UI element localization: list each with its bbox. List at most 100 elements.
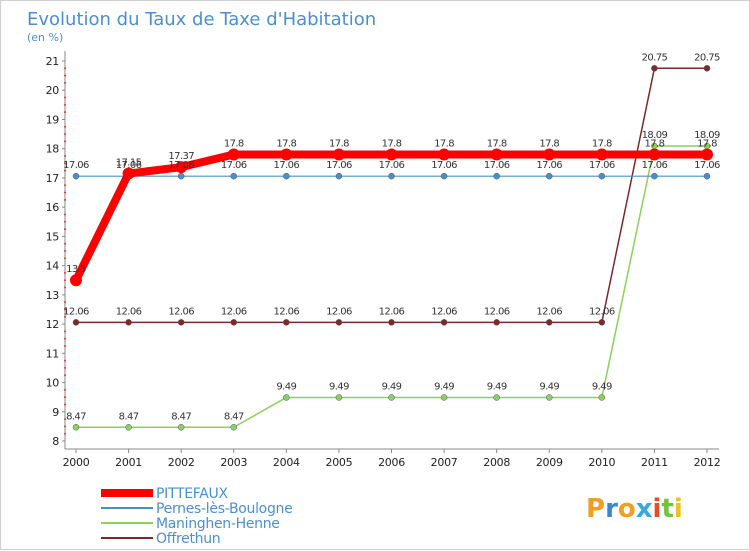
data-label: 17.06 (694, 160, 720, 171)
y-tick-label: 8 (52, 435, 59, 448)
data-label: 17.8 (434, 139, 454, 150)
data-point (490, 148, 503, 161)
data-label: 9.49 (592, 381, 612, 392)
y-minor-tick (64, 286, 66, 289)
y-minor-tick (64, 279, 66, 282)
data-point (122, 167, 135, 180)
legend-label: Maninghen-Henne (156, 516, 280, 532)
logo-letter: i (653, 494, 662, 524)
y-minor-tick (64, 403, 66, 406)
data-label: 20.75 (642, 52, 668, 63)
data-label: 17.06 (274, 160, 300, 171)
data-point (598, 319, 606, 326)
data-label: 17.06 (221, 160, 247, 171)
y-minor-tick (64, 345, 66, 347)
x-tick-label: 2005 (326, 456, 353, 469)
data-label: 17.06 (326, 160, 352, 171)
y-minor-tick (64, 418, 66, 421)
data-point (177, 319, 185, 326)
data-label: 8.47 (119, 411, 139, 422)
y-tick-label: 20 (46, 84, 60, 97)
proxiti-logo: Proxiti (586, 494, 683, 524)
logo-letter: i (674, 494, 683, 524)
data-label: 12.06 (484, 306, 510, 317)
data-point (651, 172, 658, 180)
data-label: 17.06 (168, 160, 194, 171)
y-tick-label: 17 (46, 172, 60, 185)
data-point (335, 172, 343, 180)
data-label: 12.06 (589, 306, 615, 317)
y-minor-tick (64, 81, 66, 84)
y-minor-tick (64, 169, 66, 172)
data-label: 12.06 (431, 306, 457, 317)
data-label: 12.06 (326, 306, 352, 317)
data-point (388, 172, 395, 180)
y-minor-tick (64, 250, 66, 252)
data-point (335, 319, 343, 326)
y-minor-tick (64, 425, 66, 428)
x-tick-label: 2001 (115, 456, 142, 469)
data-label: 13.5 (66, 264, 86, 275)
y-tick-label: 10 (46, 377, 60, 390)
data-point (595, 148, 608, 161)
data-label: 12.06 (536, 306, 562, 317)
y-minor-tick (64, 74, 66, 77)
y-minor-tick (64, 228, 66, 231)
data-label: 17.37 (168, 151, 194, 162)
y-minor-tick (64, 125, 66, 128)
data-label: 17.8 (592, 139, 612, 150)
data-label: 12.06 (379, 306, 405, 317)
data-label: 8.47 (224, 411, 244, 422)
y-minor-tick (64, 133, 66, 136)
y-tick-label: 16 (46, 201, 60, 214)
y-tick-label: 11 (46, 347, 59, 360)
x-tick-label: 2009 (536, 456, 563, 469)
data-point (227, 148, 240, 161)
y-minor-tick (64, 308, 66, 311)
data-label: 9.49 (382, 381, 402, 392)
y-minor-tick (64, 67, 66, 70)
data-label: 9.49 (434, 381, 454, 392)
x-tick-label: 2012 (694, 456, 721, 469)
data-point (546, 172, 553, 180)
data-point (385, 148, 398, 161)
data-label: 17.06 (379, 160, 405, 171)
y-minor-tick (64, 111, 66, 114)
y-tick-label: 9 (52, 406, 59, 419)
data-point (283, 319, 290, 326)
data-point (543, 148, 556, 161)
y-tick-label: 15 (46, 230, 60, 243)
data-point (440, 394, 448, 401)
data-point (72, 319, 80, 326)
logo-letter: o (618, 494, 636, 524)
data-point (703, 172, 711, 180)
data-label: 12.06 (274, 306, 300, 317)
y-minor-tick (64, 184, 66, 187)
data-point (701, 148, 713, 161)
y-tick-label: 21 (46, 55, 59, 68)
data-label: 12.06 (168, 306, 194, 317)
legend: PITTEFAUXPernes-lès-BoulogneManinghen-He… (101, 486, 293, 547)
data-label: 9.49 (487, 381, 507, 392)
axes: 8 9 10 11 12 13 14 15 16 17 18 19 20 21 2000 2001 2002 20… (46, 51, 721, 469)
y-minor-tick (64, 315, 66, 318)
data-point (283, 394, 290, 401)
data-label: 17.8 (644, 139, 664, 150)
data-label: 17.06 (642, 160, 668, 171)
x-tick-label: 2011 (641, 456, 668, 469)
data-point (651, 65, 658, 72)
data-label: 8.47 (66, 411, 86, 422)
data-point (177, 172, 185, 180)
data-point (493, 394, 500, 401)
chart-title: Evolution du Taux de Taxe d'Habitation (27, 9, 376, 30)
data-label: 12.06 (221, 306, 247, 317)
x-tick-label: 2004 (273, 456, 300, 469)
data-point (125, 319, 132, 326)
data-point (546, 319, 553, 326)
y-minor-tick (64, 198, 66, 201)
data-label: 17.8 (276, 139, 296, 150)
x-tick-label: 2008 (483, 456, 510, 469)
y-minor-tick (64, 96, 66, 99)
